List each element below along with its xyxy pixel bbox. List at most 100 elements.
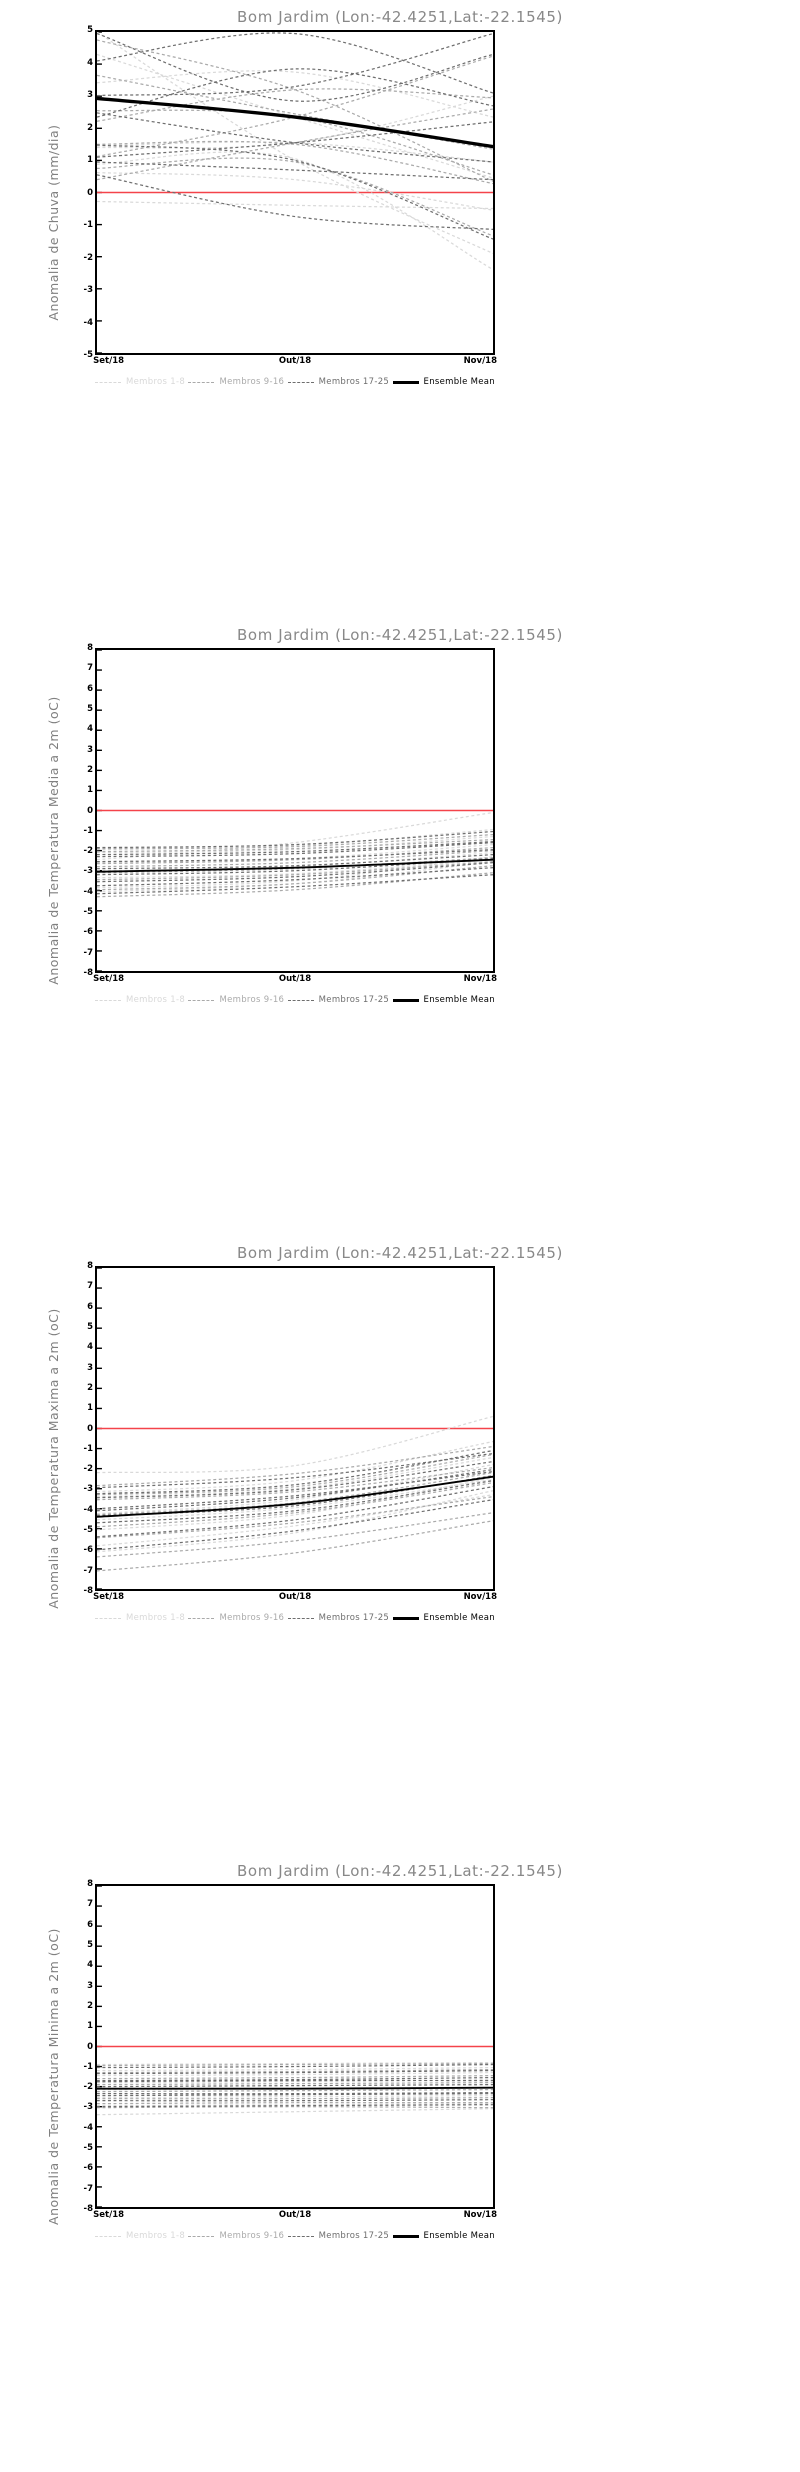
member-line — [97, 1471, 493, 1510]
member-line — [97, 2108, 493, 2116]
member-line — [97, 141, 493, 163]
chart-legend: Membros 1-8 Membros 9-16 Membros 17-25 Ense… — [95, 993, 495, 1007]
legend-label: Membros 17-25 — [318, 995, 390, 1005]
member-line — [97, 1415, 493, 1474]
y-axis-label: Anomalia de Temperatura Maxima a 2m (oC) — [44, 1266, 62, 1609]
y-tick-label: 5 — [87, 1321, 93, 1332]
member-line — [97, 1482, 493, 1528]
y-axis-label: Anomalia de Temperatura Media a 2m (oC) — [44, 648, 62, 984]
member-line — [97, 1520, 493, 1572]
x-tick-label: Out/18 — [278, 1592, 312, 1602]
member-line — [97, 2106, 493, 2109]
y-tick-label: 4 — [87, 57, 93, 68]
y-tick-label: 1 — [87, 1403, 93, 1414]
member-line — [97, 2071, 493, 2077]
member-line — [97, 861, 493, 893]
member-line — [97, 161, 493, 181]
member-line — [97, 2081, 493, 2086]
member-line — [97, 835, 493, 854]
member-line — [97, 2066, 493, 2072]
member-line — [97, 828, 493, 851]
x-tick-label: Set/18 — [93, 974, 125, 984]
plot-svg — [97, 1268, 493, 1589]
chart-title: Bom Jardim (Lon:-42.4251,Lat:-22.1545) — [237, 1244, 563, 1262]
y-tick-label: 5 — [87, 703, 93, 714]
legend-label: Membros 9-16 — [219, 995, 285, 1005]
x-tick-label: Nov/18 — [463, 1592, 498, 1602]
y-axis-label-text: Anomalia de Temperatura Maxima a 2m (oC) — [45, 1308, 61, 1609]
member-line — [97, 850, 493, 868]
y-tick-label: 3 — [87, 1980, 93, 1991]
member-line — [97, 1452, 493, 1489]
y-axis-label-text: Anomalia de Temperatura Media a 2m (oC) — [45, 696, 61, 985]
member-line — [97, 858, 493, 876]
member-line — [97, 2078, 493, 2084]
y-tick-label: -2 — [83, 252, 93, 263]
legend-item: Ensemble Mean — [392, 377, 495, 387]
ensemble-mean-line — [97, 96, 493, 149]
member-line — [97, 838, 493, 853]
member-line — [97, 108, 493, 181]
member-line — [97, 2097, 493, 2100]
legend-swatch-icon — [392, 1616, 419, 1620]
chart-panel-2: Bom Jardim (Lon:-42.4251,Lat:-22.1545) An… — [0, 1236, 800, 1854]
legend-item: Ensemble Mean — [392, 1613, 495, 1623]
y-tick-label: 1 — [87, 155, 93, 165]
legend-swatch-icon — [188, 1617, 215, 1619]
y-tick-labels: 5 4 3 2 1 0 -1 -2 -3 -4 -5 — [64, 25, 93, 360]
member-line — [97, 2061, 493, 2066]
legend-label: Ensemble Mean — [423, 1613, 495, 1623]
member-line — [97, 151, 493, 271]
y-tick-label: 7 — [87, 663, 93, 674]
legend-item: Membros 9-16 — [188, 2231, 284, 2241]
legend-item: Membros 1-8 — [95, 1613, 185, 1623]
member-line — [97, 2069, 493, 2075]
legend-item: Membros 9-16 — [188, 1613, 284, 1623]
member-line — [97, 1467, 493, 1501]
legend-label: Membros 1-8 — [126, 995, 186, 1005]
legend-swatch-icon — [392, 380, 419, 384]
y-tick-label: -1 — [83, 825, 93, 836]
member-line — [97, 843, 493, 864]
member-line — [97, 1499, 493, 1551]
legend-item: Ensemble Mean — [392, 995, 495, 1005]
y-axis-label-text: Anomalia de Chuva (mm/dia) — [45, 124, 61, 321]
member-line — [97, 856, 493, 889]
member-line — [97, 200, 493, 210]
member-line — [97, 874, 493, 895]
member-line — [97, 39, 493, 182]
member-line — [97, 2068, 493, 2074]
y-tick-label: 1 — [87, 785, 93, 796]
legend-item: Membros 17-25 — [287, 1613, 389, 1623]
y-axis-label: Anomalia de Temperatura Minima a 2m (oC) — [44, 1884, 62, 2225]
ensemble-mean-line — [97, 2086, 493, 2090]
y-tick-label: -5 — [83, 2143, 93, 2154]
member-line — [97, 862, 493, 883]
legend-label: Membros 1-8 — [126, 2231, 186, 2241]
member-line — [97, 2093, 493, 2097]
member-line — [97, 1494, 493, 1547]
chart-panel-1: Bom Jardim (Lon:-42.4251,Lat:-22.1545) An… — [0, 618, 800, 1236]
member-line — [97, 840, 493, 856]
member-line — [97, 865, 493, 891]
y-tick-label: -1 — [83, 2061, 93, 2072]
y-tick-label: 8 — [87, 1879, 93, 1889]
x-tick-labels: Set/18 Out/18 Nov/18 — [93, 356, 497, 370]
legend-swatch-icon — [188, 2235, 215, 2237]
plot-area — [95, 30, 495, 355]
y-tick-label: 3 — [87, 90, 93, 100]
y-tick-label: -6 — [83, 2163, 93, 2174]
legend-label: Ensemble Mean — [423, 995, 495, 1005]
y-tick-label: -2 — [83, 2082, 93, 2093]
legend-swatch-icon — [287, 381, 314, 383]
y-axis-label: Anomalia de Chuva (mm/dia) — [44, 30, 62, 355]
member-line — [97, 2092, 493, 2095]
y-tick-label: 7 — [87, 1281, 93, 1292]
chart-legend: Membros 1-8 Membros 9-16 Membros 17-25 Ense… — [95, 375, 495, 389]
y-tick-label: 2 — [87, 122, 93, 133]
plot-area — [95, 1266, 495, 1591]
y-tick-label: -5 — [83, 350, 93, 360]
member-line — [97, 32, 493, 94]
y-tick-label: 3 — [87, 744, 93, 755]
